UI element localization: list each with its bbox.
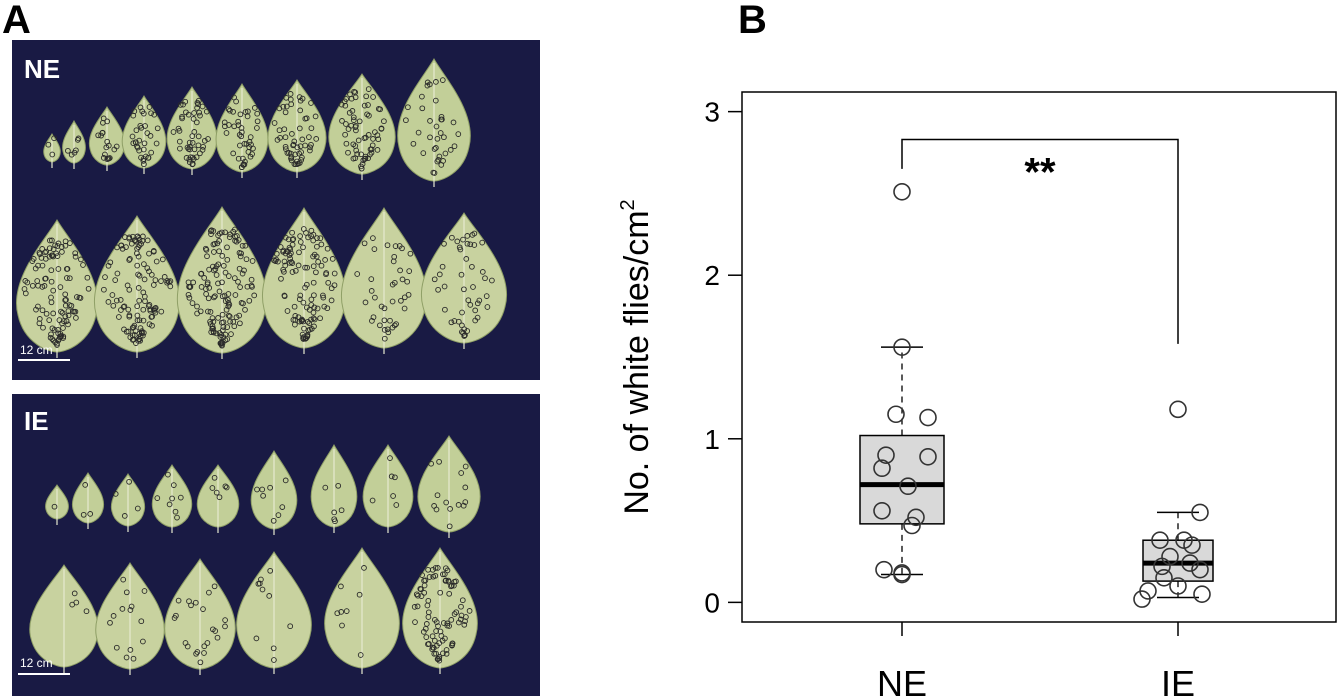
y-tick-label: 1 (704, 424, 720, 455)
leaf (45, 484, 69, 525)
leaf (93, 215, 181, 358)
y-axis-label: No. of white flies/cm2 (617, 199, 656, 514)
leaf (250, 449, 298, 535)
photo-label-ne: NE (24, 54, 60, 84)
leaf (16, 219, 98, 358)
leaf (402, 547, 478, 674)
y-tick-label: 3 (704, 97, 720, 128)
leaf (166, 86, 218, 175)
leaf (88, 106, 126, 171)
leaf (43, 132, 61, 168)
scale-bar-label: 12 cm (20, 656, 53, 670)
data-point-ne (893, 564, 911, 582)
panel-label-b: B (738, 0, 767, 42)
data-point-ie (1191, 503, 1209, 522)
data-point-ne (919, 447, 937, 466)
x-tick-label-ie: IE (1161, 663, 1195, 700)
leaf (397, 57, 471, 187)
data-point-ne (893, 182, 911, 201)
data-point-ie (1155, 569, 1173, 587)
leaf (196, 464, 240, 533)
y-axis: 0 1 2 3 (704, 97, 742, 618)
whitefly-boxplot: 0 1 2 3 NE IE ** No. of white flies/cm2 (617, 91, 1337, 700)
leaf (110, 473, 146, 532)
y-tick-label: 0 (704, 587, 720, 618)
data-point-ie (1153, 557, 1171, 576)
leaf (328, 73, 396, 180)
leaf (176, 206, 268, 359)
leaf (340, 207, 428, 354)
data-point-ie (1183, 536, 1201, 554)
box-ie (1142, 511, 1214, 599)
bracket-line (901, 138, 1179, 344)
leaf (261, 206, 347, 354)
leaf-photo-ie: IE 12 cm (12, 394, 540, 696)
leaf (236, 551, 312, 674)
data-point-ne (903, 516, 921, 535)
y-tick-label: 2 (704, 260, 720, 291)
plot-frame (741, 91, 1337, 623)
leaf (267, 79, 327, 178)
data-point-ne (875, 560, 893, 579)
data-point-ie (1193, 585, 1211, 603)
significance-stars: ** (1024, 150, 1056, 194)
leaf (151, 464, 193, 533)
data-point-ie (1133, 590, 1151, 608)
leaf (362, 444, 414, 533)
data-point-ne (887, 405, 905, 424)
x-tick-label-ne: NE (877, 663, 927, 700)
data-point-ne (893, 338, 911, 356)
data-point-ne (877, 446, 895, 464)
data-point-ne (907, 508, 925, 527)
leaf (95, 562, 165, 675)
leaf-photo-ne: NE 12 cm (12, 40, 540, 380)
scale-bar-label: 12 cm (20, 343, 53, 357)
significance-bracket: ** (901, 138, 1179, 344)
leaf (420, 212, 508, 349)
leaf (29, 564, 99, 673)
leaf (71, 472, 105, 529)
leaf (417, 435, 481, 538)
panel-label-a: A (2, 0, 31, 42)
boxes (859, 346, 1214, 599)
data-point-ie (1181, 554, 1199, 572)
data-point-ie (1169, 577, 1187, 595)
data-point-ne (919, 408, 937, 427)
data-points (873, 182, 1211, 608)
leaf (215, 82, 269, 178)
leaf (310, 443, 358, 533)
photo-label-ie: IE (24, 406, 49, 436)
y-axis-label-superscript: 2 (617, 199, 639, 210)
data-point-ne (899, 477, 917, 496)
leaf (62, 119, 86, 169)
data-point-ne (873, 459, 891, 478)
data-point-ie (1169, 400, 1187, 419)
box-ne (859, 346, 945, 576)
data-point-ie (1151, 531, 1169, 550)
data-point-ne (873, 501, 891, 520)
leaf (121, 95, 167, 174)
data-point-ie (1191, 560, 1209, 579)
leaf (164, 558, 236, 675)
x-axis: NE IE (877, 622, 1195, 700)
leaf (324, 547, 400, 674)
